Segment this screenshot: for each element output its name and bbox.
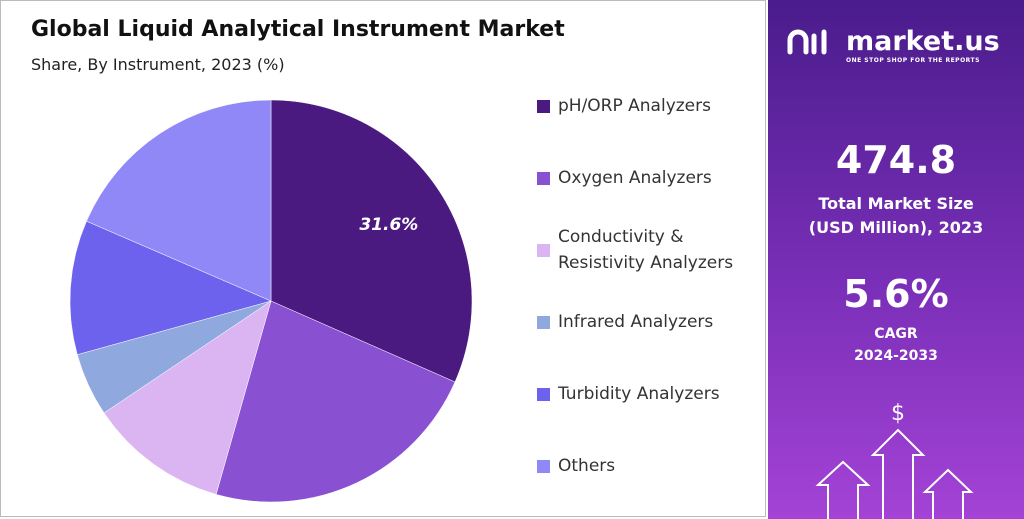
cagr-label: CAGR bbox=[874, 326, 918, 342]
arrows-icon bbox=[815, 428, 974, 519]
dollar-icon: $ bbox=[891, 401, 905, 426]
legend-label: Oxygen Analyzers bbox=[558, 168, 712, 188]
legend-item: pH/ORP Analyzers bbox=[537, 70, 762, 142]
legend-swatch bbox=[537, 387, 550, 401]
legend-label: Others bbox=[558, 456, 616, 476]
cagr-period: 2024-2033 bbox=[854, 348, 938, 364]
legend-swatch bbox=[537, 315, 550, 329]
pie-slice bbox=[69, 220, 272, 355]
legend-swatch bbox=[537, 99, 550, 113]
legend-swatch bbox=[537, 243, 550, 257]
tagline: ONE STOP SHOP FOR THE REPORTS bbox=[846, 57, 980, 64]
legend-label: Infrared Analyzers bbox=[558, 312, 714, 332]
legend-item: Others bbox=[537, 430, 762, 502]
cagr: 5.6% bbox=[843, 272, 949, 316]
pie-slice bbox=[103, 300, 272, 495]
pie-chart: 31.6% bbox=[69, 99, 473, 503]
pie-slice bbox=[86, 99, 272, 302]
market-size: 474.8 bbox=[835, 138, 957, 182]
sidebar-graphics: $ bbox=[787, 29, 974, 519]
chart-panel: Global Liquid Analytical Instrument Mark… bbox=[0, 0, 766, 517]
legend-item: Turbidity Analyzers bbox=[537, 358, 762, 430]
pie-slice bbox=[215, 300, 456, 503]
market-size-label: Total Market Size bbox=[818, 194, 974, 213]
legend-swatch bbox=[537, 459, 550, 473]
logo-icon bbox=[787, 29, 827, 55]
legend-swatch bbox=[537, 171, 550, 185]
legend-label: Conductivity & Resistivity Analyzers bbox=[558, 227, 734, 273]
chart-title: Global Liquid Analytical Instrument Mark… bbox=[31, 17, 565, 42]
brand: market.us bbox=[846, 26, 1000, 57]
legend: pH/ORP Analyzers Oxygen Analyzers Conducti… bbox=[537, 70, 762, 502]
legend-item: Conductivity & Resistivity Analyzers bbox=[537, 214, 762, 286]
legend-item: Oxygen Analyzers bbox=[537, 142, 762, 214]
sidebar: $ market.us ONE STOP SHOP FOR THE REPORT… bbox=[768, 0, 1024, 519]
legend-item: Infrared Analyzers bbox=[537, 286, 762, 358]
legend-label: Turbidity Analyzers bbox=[558, 384, 720, 404]
data-label: 31.6% bbox=[359, 215, 418, 235]
chart-subtitle: Share, By Instrument, 2023 (%) bbox=[31, 55, 285, 74]
pie-slice bbox=[270, 99, 473, 383]
market-size-unit: (USD Million), 2023 bbox=[808, 218, 984, 237]
legend-label: pH/ORP Analyzers bbox=[558, 96, 711, 116]
